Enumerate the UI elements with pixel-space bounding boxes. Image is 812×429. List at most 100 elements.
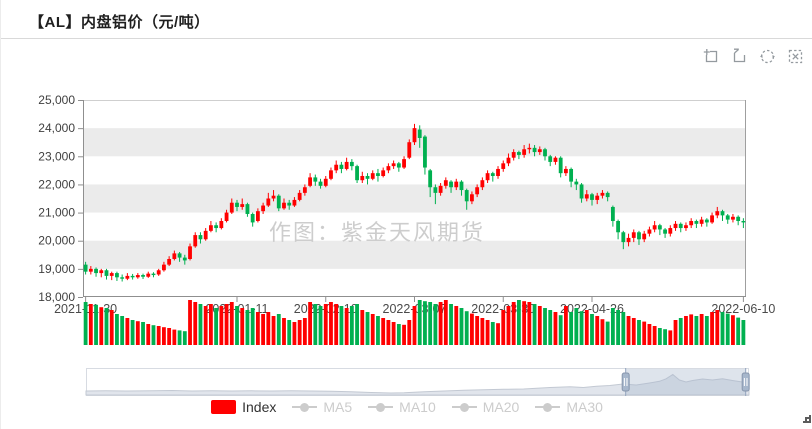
volume-bar: [569, 312, 574, 345]
volume-bar: [203, 306, 208, 345]
candle-body: [553, 157, 558, 162]
candle-body: [224, 212, 229, 222]
volume-bar: [349, 306, 354, 345]
volume-bar: [694, 316, 699, 345]
volume-bar: [188, 300, 192, 345]
volume-bar: [563, 306, 568, 345]
candle-body: [255, 211, 260, 222]
candle-body: [537, 149, 542, 153]
volume-bar: [109, 310, 114, 345]
candle-body: [642, 233, 647, 240]
volume-bar: [595, 316, 600, 345]
volume-bar: [99, 307, 104, 345]
volume-bar: [522, 301, 527, 345]
candle-body: [443, 180, 448, 186]
line-marker: [451, 400, 477, 414]
volume-bar: [235, 306, 239, 345]
volume-bar: [684, 316, 688, 345]
candle-body: [480, 180, 485, 188]
legend-item-ma10[interactable]: MA10: [368, 399, 436, 415]
candle-body: [329, 170, 333, 179]
candle-body: [475, 187, 480, 195]
resize-grip-icon[interactable]: [802, 410, 811, 428]
volume-bar: [83, 302, 88, 345]
candle-body: [203, 230, 208, 240]
volume-bar: [558, 315, 563, 345]
datazoom-handle-right[interactable]: [741, 372, 750, 392]
legend-item-ma30[interactable]: MA30: [535, 399, 603, 415]
zoom-reset-icon[interactable]: [731, 48, 748, 65]
candle-body: [208, 225, 213, 231]
candle-body: [188, 246, 192, 260]
volume-bar: [590, 314, 594, 345]
candle-body: [130, 275, 135, 278]
y-axis-label: 22,000: [38, 177, 75, 191]
bar-swatch: [211, 400, 237, 414]
candle-body: [355, 166, 359, 181]
volume-bar: [496, 323, 500, 345]
candle-body: [621, 232, 626, 243]
volume-bar: [470, 313, 474, 345]
candle-body: [501, 163, 506, 169]
candle-body: [109, 273, 114, 276]
clear-icon[interactable]: [787, 48, 804, 65]
datazoom-window[interactable]: [625, 369, 746, 395]
candle-body: [600, 192, 605, 196]
candle-body: [172, 253, 177, 260]
volume-bar: [704, 316, 709, 345]
volume-bar: [177, 330, 182, 345]
candle-body: [235, 202, 239, 207]
candle-body: [626, 237, 631, 243]
volume-bar: [715, 310, 720, 345]
candle-body: [120, 277, 125, 279]
candle-body: [297, 192, 302, 200]
candle-body: [339, 164, 344, 169]
volume-bar: [412, 306, 417, 345]
candle-body: [563, 168, 568, 174]
volume-bar: [443, 300, 448, 345]
volume-bar: [162, 327, 166, 345]
volume-bar: [208, 304, 213, 345]
candle-body: [282, 202, 286, 209]
candle-body: [88, 268, 93, 272]
volume-bar: [115, 314, 119, 345]
volume-bar: [459, 308, 464, 345]
restore-icon[interactable]: [759, 48, 776, 65]
legend-item-index[interactable]: Index: [211, 399, 276, 415]
volume-bar: [224, 304, 229, 345]
candle-body: [266, 198, 271, 206]
candle-body: [125, 275, 130, 279]
candle-body: [167, 259, 172, 265]
candle-body: [391, 163, 396, 167]
volume-bar: [344, 308, 349, 345]
volume-bar: [255, 312, 260, 345]
candle-body: [240, 204, 245, 207]
candle-body: [261, 205, 266, 212]
candle-body: [271, 195, 276, 199]
volume-bar: [271, 316, 276, 345]
volume-bar: [198, 304, 203, 345]
candle-body: [454, 181, 459, 188]
volume-bar: [141, 322, 145, 345]
legend-item-ma20[interactable]: MA20: [451, 399, 519, 415]
line-marker: [368, 400, 394, 414]
volume-bar: [584, 310, 589, 345]
volume-bar: [621, 312, 626, 345]
candle-body: [193, 235, 198, 247]
box-zoom-icon[interactable]: [703, 48, 720, 65]
volume-bar: [339, 306, 344, 345]
candle-body: [720, 211, 725, 216]
volume-bar: [308, 302, 313, 345]
volume-bar: [574, 308, 579, 345]
candle-body: [689, 221, 694, 226]
candle-body: [318, 181, 323, 186]
datazoom-handle-left[interactable]: [621, 372, 630, 392]
candle-body: [522, 149, 527, 155]
volume-bar: [167, 328, 172, 345]
volume-bar: [240, 308, 245, 345]
candle-body: [370, 173, 375, 179]
candle-body: [135, 275, 140, 278]
legend-item-ma5[interactable]: MA5: [292, 399, 352, 415]
candle-body: [485, 173, 490, 181]
